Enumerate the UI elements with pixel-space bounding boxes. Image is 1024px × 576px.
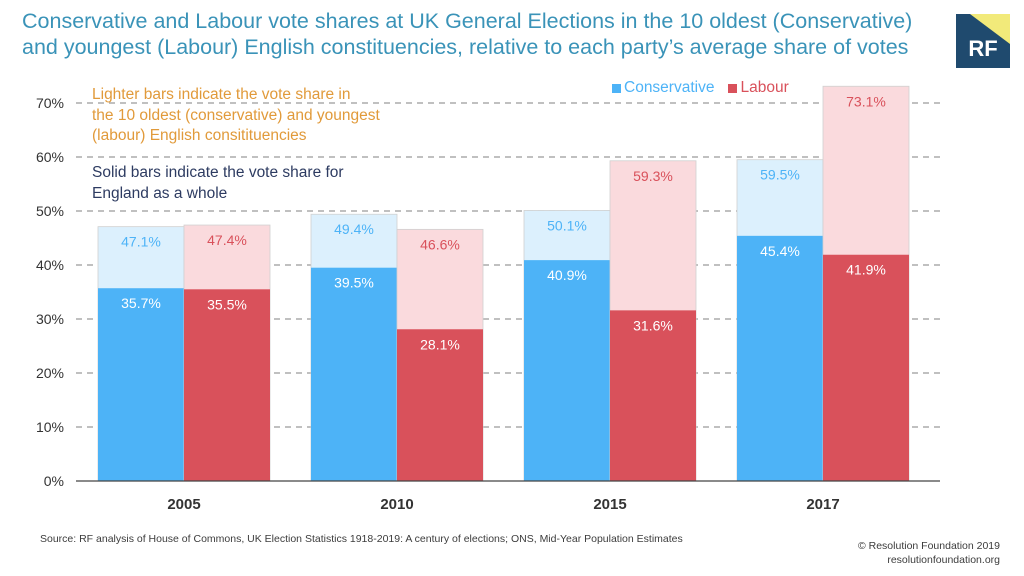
x-tick-label-2015: 2015 [593,496,626,513]
legend-swatch-conservative [612,83,621,93]
note-lighter-bars-line-2: the 10 oldest (conservative) and younges… [92,106,380,124]
legend-item-labour: Labour [728,79,789,97]
y-tick-label-10: 10% [36,419,64,435]
copyright: © Resolution Foundation 2019 resolutionf… [858,540,1000,567]
x-tick-label-2005: 2005 [167,496,200,513]
y-tick-label-20: 20% [36,365,64,381]
note-solid-bars-line-1: Solid bars indicate the vote share for [92,164,344,181]
labour-2005-light-label: 47.4% [207,232,247,248]
labour-2015-solid-label: 31.6% [633,317,673,333]
x-tick-label-2010: 2010 [380,496,413,513]
resolution-foundation-logo: RF [956,14,1010,68]
logo-text: RF [968,36,998,61]
labour-2017-light-label: 73.1% [846,93,886,109]
conservative-2010-solid-bar [311,267,397,481]
copyright-line-2: resolutionfoundation.org [887,553,1000,566]
note-lighter-bars-line-3: (labour) English consitituencies [92,127,307,144]
conservative-2015-solid-label: 40.9% [547,267,587,283]
chart-title-line-1: Conservative and Labour vote shares at U… [22,9,913,33]
labour-2017-solid-label: 41.9% [846,262,886,278]
conservative-2005-light-label: 47.1% [121,234,161,250]
chart-title-line-2: and youngest (Labour) English constituen… [22,35,909,59]
chart-title: Conservative and Labour vote shares at U… [22,8,942,60]
conservative-2015-light-label: 50.1% [547,217,587,233]
labour-2010-light-label: 46.6% [420,236,460,252]
note-solid-bars: Solid bars indicate the vote share for E… [92,163,422,204]
conservative-2017-light-label: 59.5% [760,167,800,183]
note-solid-bars-line-2: England as a whole [92,184,228,202]
note-lighter-bars: Lighter bars indicate the vote share in … [92,85,422,147]
note-lighter-bars-line-1: Lighter bars indicate the vote share in [92,86,351,103]
legend-label-labour: Labour [740,79,789,96]
conservative-2010-light-label: 49.4% [334,221,374,237]
labour-2010-solid-bar [397,329,483,481]
conservative-2005-solid-label: 35.7% [121,295,161,311]
labour-2015-light-label: 59.3% [633,168,673,184]
labour-2015-solid-bar [610,310,696,481]
y-tick-label-30: 30% [36,311,64,327]
y-tick-label-50: 50% [36,203,64,219]
labour-2005-solid-label: 35.5% [207,296,247,312]
legend-label-conservative: Conservative [624,79,715,96]
conservative-2005-solid-bar [98,288,184,481]
conservative-2010-solid-label: 39.5% [334,275,374,291]
legend-swatch-labour [728,83,738,93]
y-tick-label-40: 40% [36,257,64,273]
labour-2017-solid-bar [823,254,909,481]
conservative-2017-solid-bar [737,235,823,481]
y-tick-label-0: 0% [44,473,64,489]
y-tick-label-70: 70% [36,95,64,111]
chart-legend: Conservative Labour [612,78,803,98]
conservative-2017-solid-label: 45.4% [760,243,800,259]
labour-2005-solid-bar [184,289,270,481]
conservative-2015-solid-bar [524,260,610,481]
source-note: Source: RF analysis of House of Commons,… [40,533,683,545]
labour-2010-solid-label: 28.1% [420,336,460,352]
legend-item-conservative: Conservative [612,79,714,97]
copyright-line-1: © Resolution Foundation 2019 [857,540,1000,552]
x-tick-label-2017: 2017 [806,496,839,513]
logo-accent-shape [970,14,1010,44]
y-tick-label-60: 60% [36,149,64,165]
